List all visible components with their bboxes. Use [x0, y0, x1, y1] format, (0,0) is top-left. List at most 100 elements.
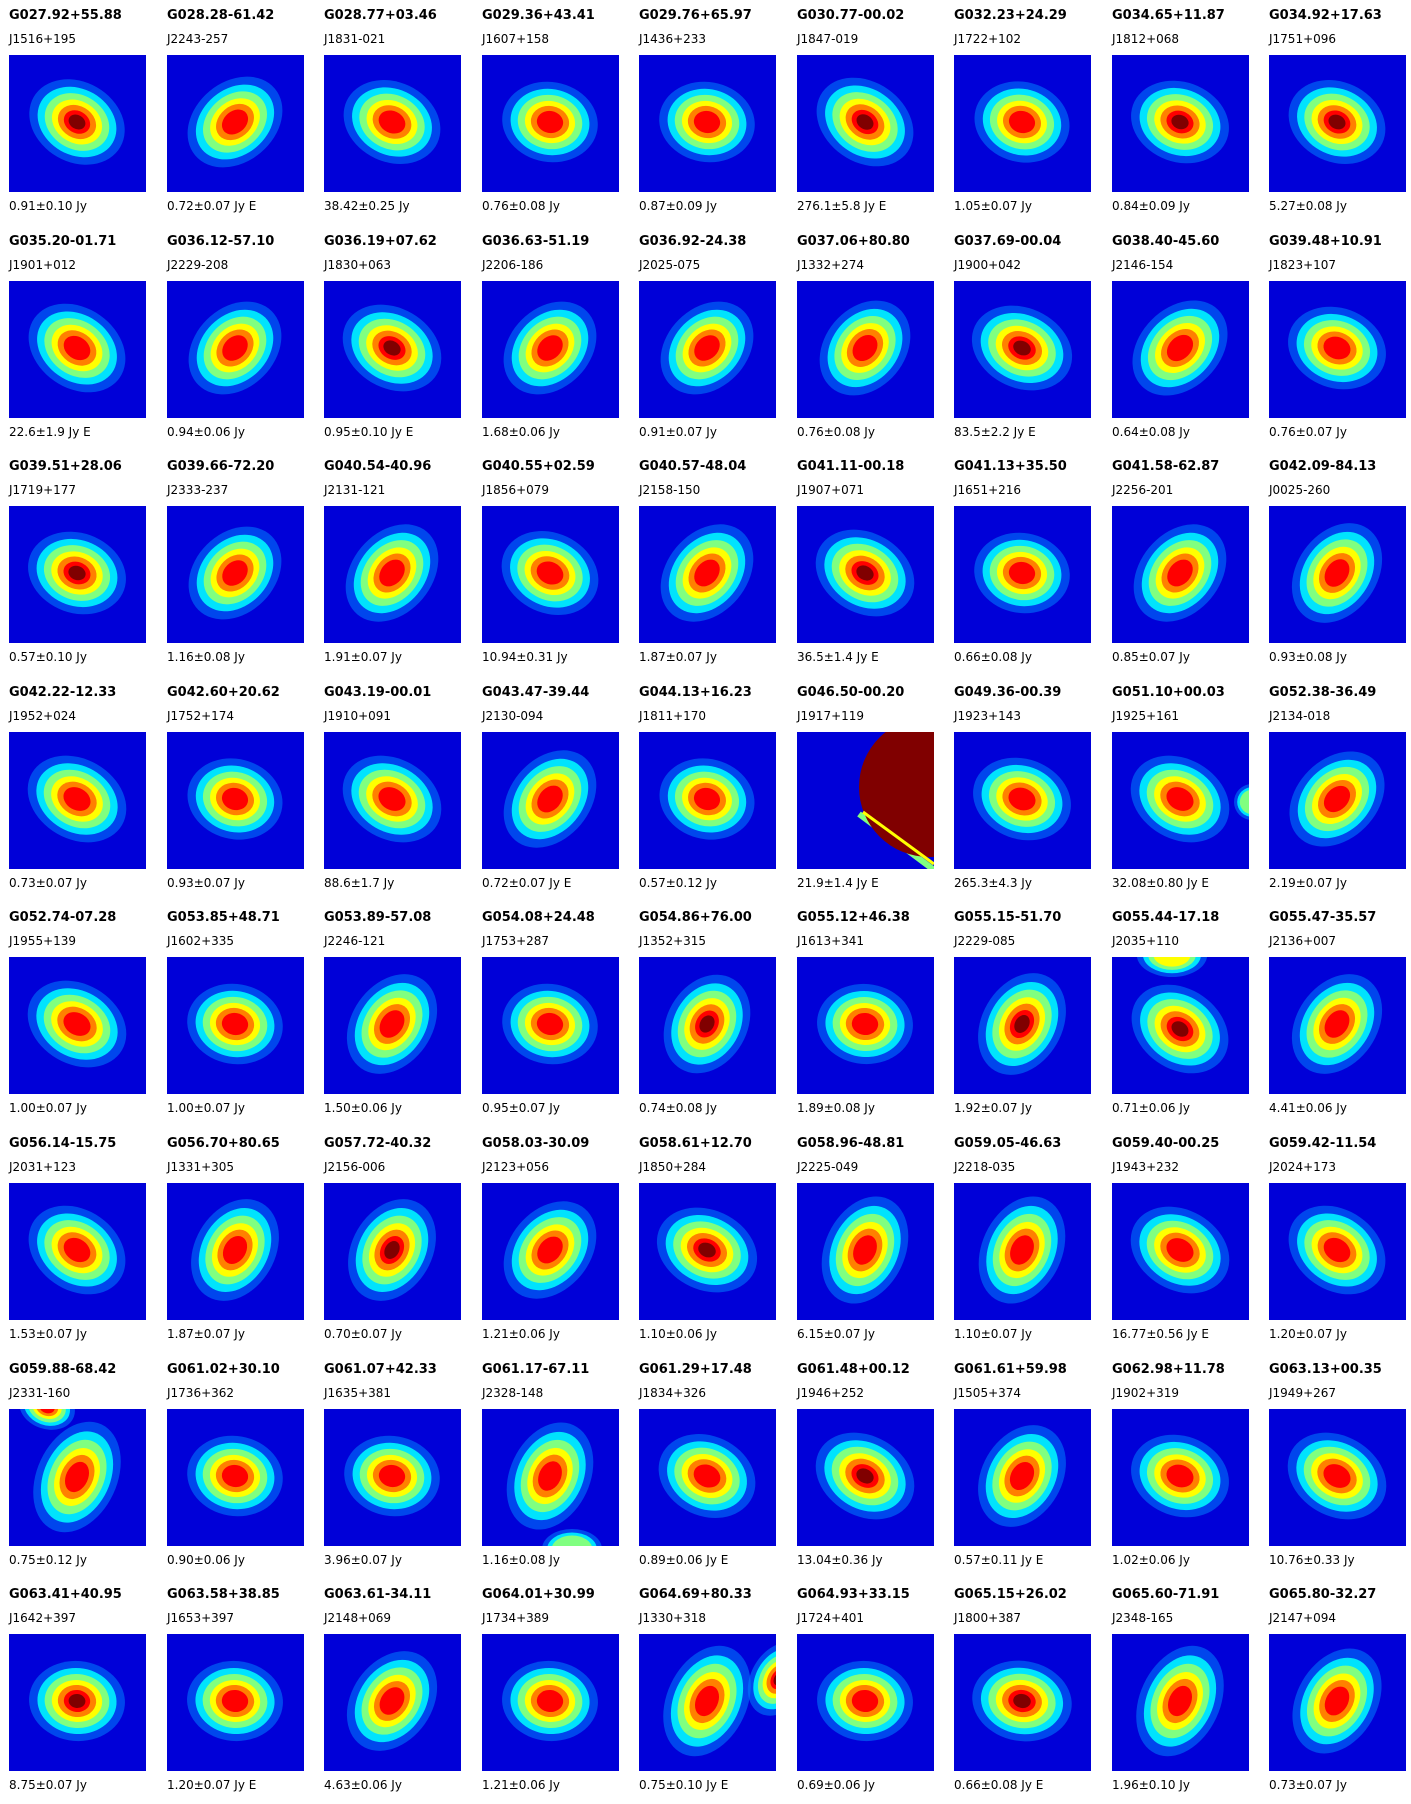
source-cell: G058.96-48.81 J2225-049 6.15±0.07 Jy [797, 1128, 934, 1353]
neighbor-source [542, 1529, 602, 1546]
source-cell: G035.20-01.71 J1901+012 22.6±1.9 Jy E [9, 226, 146, 451]
source-image [167, 1409, 304, 1546]
source-cell: G034.65+11.87 J1812+068 0.84±0.09 Jy [1112, 0, 1249, 225]
source-cell: G030.77-00.02 J1847-019 276.1±5.8 Jy E [797, 0, 934, 225]
source-image [9, 281, 146, 418]
source-heatmap [857, 732, 934, 869]
source-cell: G039.66-72.20 J2333-237 1.16±0.08 Jy [167, 451, 304, 676]
source-name: G030.77-00.02 [797, 8, 905, 23]
radio-source-blob [503, 750, 597, 848]
source-heatmap [343, 80, 441, 164]
source-image [797, 1409, 934, 1546]
source-image [9, 957, 146, 1094]
source-heatmap [191, 1199, 279, 1301]
radio-source-blob [1288, 1205, 1386, 1295]
source-name: G064.93+33.15 [797, 1587, 910, 1602]
source-alias: J1651+216 [954, 483, 1022, 497]
source-image [324, 55, 461, 192]
source-alias: J1917+119 [797, 709, 865, 723]
radio-source-blob [660, 301, 754, 395]
source-alias: J1332+274 [797, 258, 865, 272]
source-heatmap [1288, 1205, 1386, 1295]
source-name: G027.92+55.88 [9, 8, 122, 23]
source-image [482, 1634, 619, 1771]
radio-source-blob [978, 1425, 1066, 1527]
source-image [167, 281, 304, 418]
radio-source-blob [1292, 1648, 1382, 1754]
source-heatmap [815, 529, 915, 617]
source-image [954, 1183, 1091, 1320]
source-heatmap [1291, 523, 1383, 623]
source-flux: 0.87±0.09 Jy [639, 199, 717, 213]
source-heatmap [663, 1642, 776, 1757]
source-flux: 0.57±0.11 Jy E [954, 1553, 1044, 1567]
source-cell: G061.02+30.10 J1736+362 0.90±0.06 Jy [167, 1354, 304, 1579]
source-cell: G040.55+02.59 J1856+079 10.94±0.31 Jy [482, 451, 619, 676]
source-name: G065.60-71.91 [1112, 1587, 1220, 1602]
radio-source-blob [1288, 306, 1386, 390]
source-cell: G037.69-00.04 J1900+042 83.5±2.2 Jy E [954, 226, 1091, 451]
source-flux: 0.93±0.07 Jy [167, 876, 245, 890]
source-flux: 0.76±0.08 Jy [797, 425, 875, 439]
source-name: G051.10+00.03 [1112, 685, 1225, 700]
source-image [324, 1183, 461, 1320]
source-name: G042.09-84.13 [1269, 459, 1377, 474]
source-image [797, 281, 934, 418]
source-name: G046.50-00.20 [797, 685, 905, 700]
source-alias: J1952+024 [9, 709, 77, 723]
source-image [167, 732, 304, 869]
source-flux: 265.3±4.3 Jy [954, 876, 1032, 890]
source-heatmap [1133, 524, 1227, 622]
source-flux: 1.92±0.07 Jy [954, 1101, 1032, 1115]
source-flux: 0.94±0.06 Jy [167, 425, 245, 439]
source-image [954, 1634, 1091, 1771]
source-flux: 36.5±1.4 Jy E [797, 650, 879, 664]
source-image [482, 957, 619, 1094]
source-cell: G053.89-57.08 J2246-121 1.50±0.06 Jy [324, 902, 461, 1127]
source-image [482, 1409, 619, 1546]
source-alias: J1331+305 [167, 1160, 235, 1174]
source-alias: J1724+401 [797, 1611, 865, 1625]
source-name: G039.66-72.20 [167, 459, 275, 474]
source-alias: J2229-085 [954, 934, 1016, 948]
source-cell: G044.13+16.23 J1811+170 0.57±0.12 Jy [639, 677, 776, 902]
neighbor-source [747, 1642, 776, 1716]
radio-source-blob [978, 973, 1066, 1075]
source-flux: 13.04±0.36 Jy [797, 1553, 883, 1567]
source-image [482, 55, 619, 192]
radio-source-blob [33, 1421, 121, 1533]
source-alias: J1812+068 [1112, 32, 1180, 46]
source-name: G061.61+59.98 [954, 1362, 1067, 1377]
source-flux: 1.10±0.06 Jy [639, 1327, 717, 1341]
source-name: G040.55+02.59 [482, 459, 595, 474]
source-flux: 38.42±0.25 Jy [324, 199, 410, 213]
source-name: G058.03-30.09 [482, 1136, 590, 1151]
radio-source-blob [346, 974, 438, 1074]
radio-source-blob [1288, 80, 1386, 164]
source-name: G028.77+03.46 [324, 8, 437, 23]
source-image [324, 732, 461, 869]
source-heatmap [28, 1205, 126, 1295]
radio-source-blob [658, 1434, 756, 1518]
source-name: G063.13+00.35 [1269, 1362, 1382, 1377]
source-alias: J2131-121 [324, 483, 386, 497]
source-heatmap [659, 81, 755, 163]
source-flux: 0.71±0.06 Jy [1112, 1101, 1190, 1115]
source-alias: J2348-165 [1112, 1611, 1174, 1625]
radio-source-blob [502, 1660, 598, 1742]
source-flux: 0.91±0.07 Jy [639, 425, 717, 439]
source-heatmap [974, 81, 1070, 163]
source-name: G036.92-24.38 [639, 234, 747, 249]
source-image [1112, 281, 1249, 418]
source-image [954, 1409, 1091, 1546]
source-flux: 0.76±0.08 Jy [482, 199, 560, 213]
source-cell: G051.10+00.03 J1925+161 32.08±0.80 Jy E [1112, 677, 1249, 902]
source-heatmap [1132, 300, 1228, 396]
source-name: G034.65+11.87 [1112, 8, 1225, 23]
source-cell: G028.28-61.42 J2243-257 0.72±0.07 Jy E [167, 0, 304, 225]
source-image [9, 506, 146, 643]
source-alias: J1823+107 [1269, 258, 1337, 272]
radio-source-blob [974, 532, 1070, 614]
source-heatmap [346, 1651, 438, 1751]
source-image [167, 506, 304, 643]
